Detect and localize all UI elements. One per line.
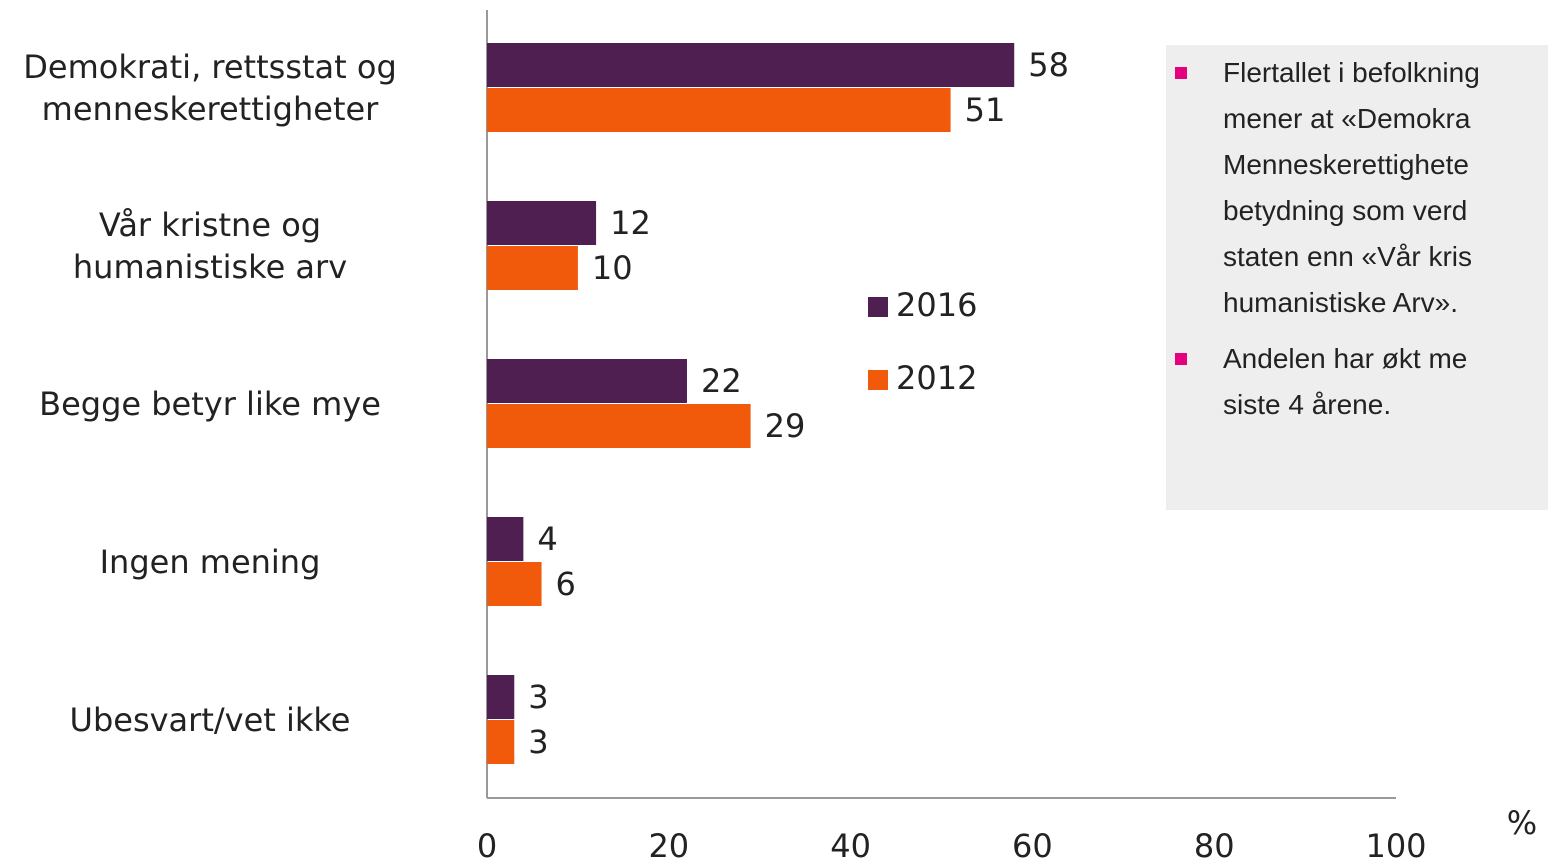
text-line: humanistiske Arv». <box>1223 287 1458 318</box>
bar <box>487 675 515 719</box>
x-tick-label: 80 <box>1194 827 1235 864</box>
bar <box>487 359 687 403</box>
text-line: mener at «Demokra <box>1223 103 1471 134</box>
bar <box>487 246 578 290</box>
bar <box>487 201 597 245</box>
value-label: 22 <box>701 362 742 400</box>
value-label: 3 <box>528 678 548 716</box>
value-label: 6 <box>556 565 576 603</box>
legend-label: 2016 <box>896 286 977 324</box>
x-tick-label: 60 <box>1012 827 1053 864</box>
bar <box>487 88 951 132</box>
text-line: Andelen har økt me <box>1223 343 1468 374</box>
bullet <box>1175 353 1187 365</box>
bar <box>487 43 1015 87</box>
value-label: 12 <box>610 204 651 242</box>
text-line: Menneskerettighete <box>1223 149 1469 180</box>
text-line: betydning som verd <box>1223 195 1468 226</box>
y-tick-label: Demokrati, rettsstat og menneskerettighe… <box>23 48 397 128</box>
bar <box>487 720 515 764</box>
text-line: siste 4 årene. <box>1223 389 1392 420</box>
text-box: Flertallet i befolkning mener at «Demokra… <box>1166 45 1548 510</box>
x-axis-label: % <box>1507 804 1537 842</box>
value-label: 58 <box>1028 46 1069 84</box>
x-tick-label: 40 <box>830 827 871 864</box>
legend-swatch <box>868 370 888 390</box>
y-tick-label: Ingen mening <box>99 543 321 581</box>
x-tick-label: 0 <box>477 827 497 864</box>
text-line: staten enn «Vår kris <box>1223 241 1473 272</box>
bar <box>487 517 524 561</box>
y-tick-label: Vår kristne og humanistiske arv <box>72 206 348 286</box>
value-label: 51 <box>965 91 1006 129</box>
x-tick-label: 100 <box>1365 827 1426 864</box>
text-line: Flertallet i befolkning <box>1223 57 1480 88</box>
value-label: 10 <box>592 249 633 287</box>
x-tick-label: 20 <box>648 827 689 864</box>
value-label: 3 <box>528 723 548 761</box>
legend-swatch <box>868 297 888 317</box>
bar <box>487 562 542 606</box>
bar <box>487 404 751 448</box>
value-label: 4 <box>537 520 557 558</box>
y-tick-label: Begge betyr like mye <box>39 385 381 423</box>
y-tick-label: Ubesvart/vet ikke <box>69 701 351 739</box>
legend-label: 2012 <box>896 359 977 397</box>
value-label: 29 <box>765 407 806 445</box>
bullet <box>1175 67 1187 79</box>
